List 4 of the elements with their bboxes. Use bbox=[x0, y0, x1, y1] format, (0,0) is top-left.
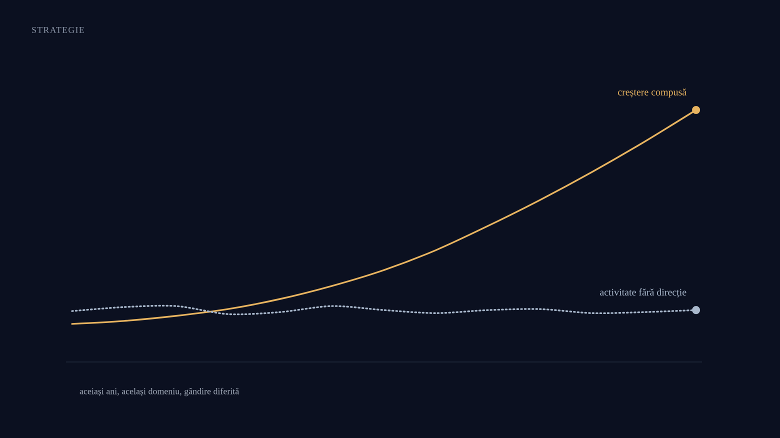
text: aceiași ani, același domeniu, gândire diferită bbox=[80, 388, 240, 396]
series-label: activitate fără direcție bbox=[600, 288, 686, 298]
chart-title: STRATEGIE bbox=[32, 26, 84, 34]
series-label: creștere compusă bbox=[618, 88, 686, 98]
